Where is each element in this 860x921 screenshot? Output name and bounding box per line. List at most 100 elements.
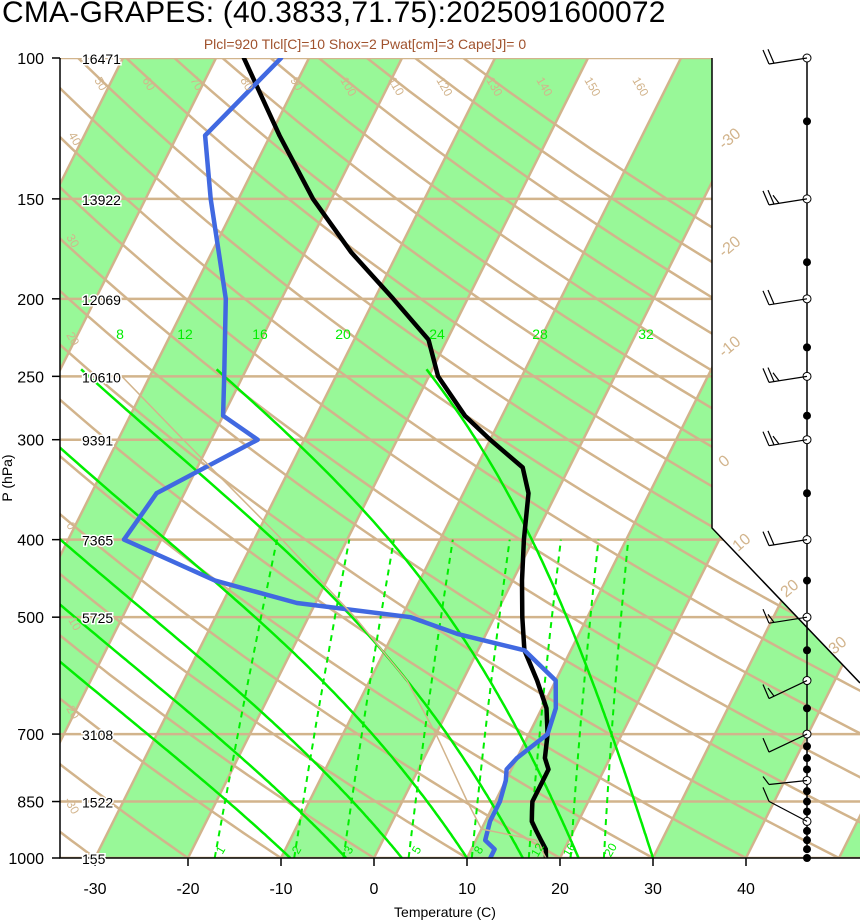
x-tick-label: -30 <box>83 881 106 898</box>
mixing-ratio-line <box>602 539 630 858</box>
dry-adiabat-label: 40 <box>65 130 84 149</box>
mixing-ratio-line <box>342 539 395 858</box>
y-tick-label: 850 <box>17 795 44 812</box>
wind-level-dot <box>803 646 811 655</box>
mixing-ratio-line <box>407 539 454 858</box>
isotherm-line <box>837 58 860 858</box>
wind-level-dot <box>803 411 811 420</box>
x-tick-label: 40 <box>737 881 755 898</box>
wind-barb <box>762 787 812 826</box>
wind-barb-feather <box>762 684 770 699</box>
wind-level-dot <box>803 836 811 845</box>
sounding-profiles <box>121 58 559 858</box>
isotherm-label: -20 <box>716 233 745 261</box>
y-tick-label: 1000 <box>8 851 44 868</box>
wind-barb-feather <box>762 608 770 624</box>
dewpoint-profile-line <box>121 58 559 858</box>
moist-adiabat-line <box>425 368 655 858</box>
height-label: 12069 <box>82 292 121 308</box>
wind-barb-feather <box>767 530 775 546</box>
moist-adiabat-label: 16 <box>252 326 268 342</box>
dry-adiabat-label: 50 <box>91 75 110 94</box>
dry-adiabat-line <box>60 58 497 858</box>
wind-barb <box>762 430 812 447</box>
wind-barb-feather <box>762 190 770 206</box>
mixing-ratio-lines <box>60 368 655 858</box>
wind-level-dot <box>803 854 811 862</box>
mixing-ratio-line <box>293 539 351 858</box>
wind-level-dot <box>803 845 811 854</box>
dry-adiabat-line <box>77 58 860 858</box>
x-tick-label: -20 <box>176 881 199 898</box>
wind-level-dot <box>803 742 811 751</box>
dry-adiabat-label: 20 <box>63 330 82 349</box>
wind-barb <box>762 48 812 65</box>
wind-barb-feather <box>762 431 770 446</box>
moist-adiabat-label: 12 <box>177 326 193 342</box>
wind-barb-staff <box>768 198 808 206</box>
wind-barb-feather <box>762 49 770 65</box>
dry-adiabat-line <box>60 58 860 858</box>
wind-level-dot <box>803 787 811 796</box>
wind-level-dot <box>803 343 811 352</box>
height-label: 155 <box>82 851 106 867</box>
moist-adiabat-label: 8 <box>116 326 124 342</box>
height-label: 13922 <box>82 192 121 208</box>
x-tick-label: 30 <box>644 881 662 898</box>
wind-barb-feather <box>767 687 775 697</box>
wind-barb-feather <box>762 787 770 802</box>
dry-adiabat-label: 150 <box>581 75 603 100</box>
dry-adiabat-label: 90 <box>287 75 306 94</box>
wind-barb-staff <box>768 800 808 822</box>
wind-barb-feather <box>772 372 780 382</box>
wind-level-dot <box>803 489 811 498</box>
parcel-profile-line <box>121 375 547 858</box>
x-tick-label: 20 <box>551 881 569 898</box>
wind-barb-feather <box>767 48 775 64</box>
y-tick-label: 300 <box>17 433 44 450</box>
dry-adiabat-line <box>60 58 402 858</box>
wind-barb <box>762 775 812 786</box>
frame-right-edge <box>711 58 860 684</box>
wind-barb-feather <box>772 435 780 445</box>
height-label: 3108 <box>82 727 113 743</box>
dry-adiabat-line <box>60 58 214 858</box>
wind-barb <box>762 189 812 206</box>
height-label: 10610 <box>82 369 121 385</box>
isotherm-band <box>653 58 860 858</box>
wind-barb-staff <box>768 616 808 624</box>
dry-adiabat-label: 120 <box>433 75 455 100</box>
height-label: 16471 <box>82 51 121 67</box>
isotherm-label: 20 <box>778 577 803 602</box>
isotherm-label: 0 <box>716 452 734 471</box>
dry-adiabat-line <box>60 58 308 858</box>
wind-level-dot <box>803 117 811 126</box>
x-tick-label: -10 <box>269 881 292 898</box>
dry-adiabat-label: -30 <box>61 795 82 817</box>
x-axis-label: Temperature (C) <box>394 904 496 920</box>
wind-barb-staff <box>768 779 808 786</box>
moist-adiabat-label: 28 <box>532 326 548 342</box>
wind-barb <box>762 289 812 306</box>
dry-adiabat-label: 70 <box>187 75 206 94</box>
wind-barb <box>762 676 812 700</box>
isotherm-band <box>60 58 407 858</box>
dry-adiabat-label: 160 <box>629 75 651 100</box>
moist-adiabat-label: 24 <box>429 326 445 342</box>
wind-barb-feather <box>762 737 770 753</box>
chart-subtitle: Plcl=920 Tlcl[C]=10 Shox=2 Pwat[cm]=3 Ca… <box>203 36 527 52</box>
isotherm-line <box>93 58 502 858</box>
isotherm-label: -30 <box>716 125 745 153</box>
isotherm-band <box>839 58 860 858</box>
y-tick-label: 400 <box>17 533 44 550</box>
wind-level-dot <box>803 704 811 713</box>
axes: -30 -20 -10 0 10 20 30 40 Temperature (C) P (hPa)… <box>0 50 755 921</box>
wind-barb <box>762 729 812 753</box>
wind-profile <box>762 48 812 862</box>
dry-adiabat-line <box>60 58 779 858</box>
height-label: 9391 <box>82 433 113 449</box>
wind-level-dot <box>803 797 811 806</box>
mixing-ratio-line <box>470 539 511 858</box>
moist-adiabat-line <box>60 368 348 858</box>
